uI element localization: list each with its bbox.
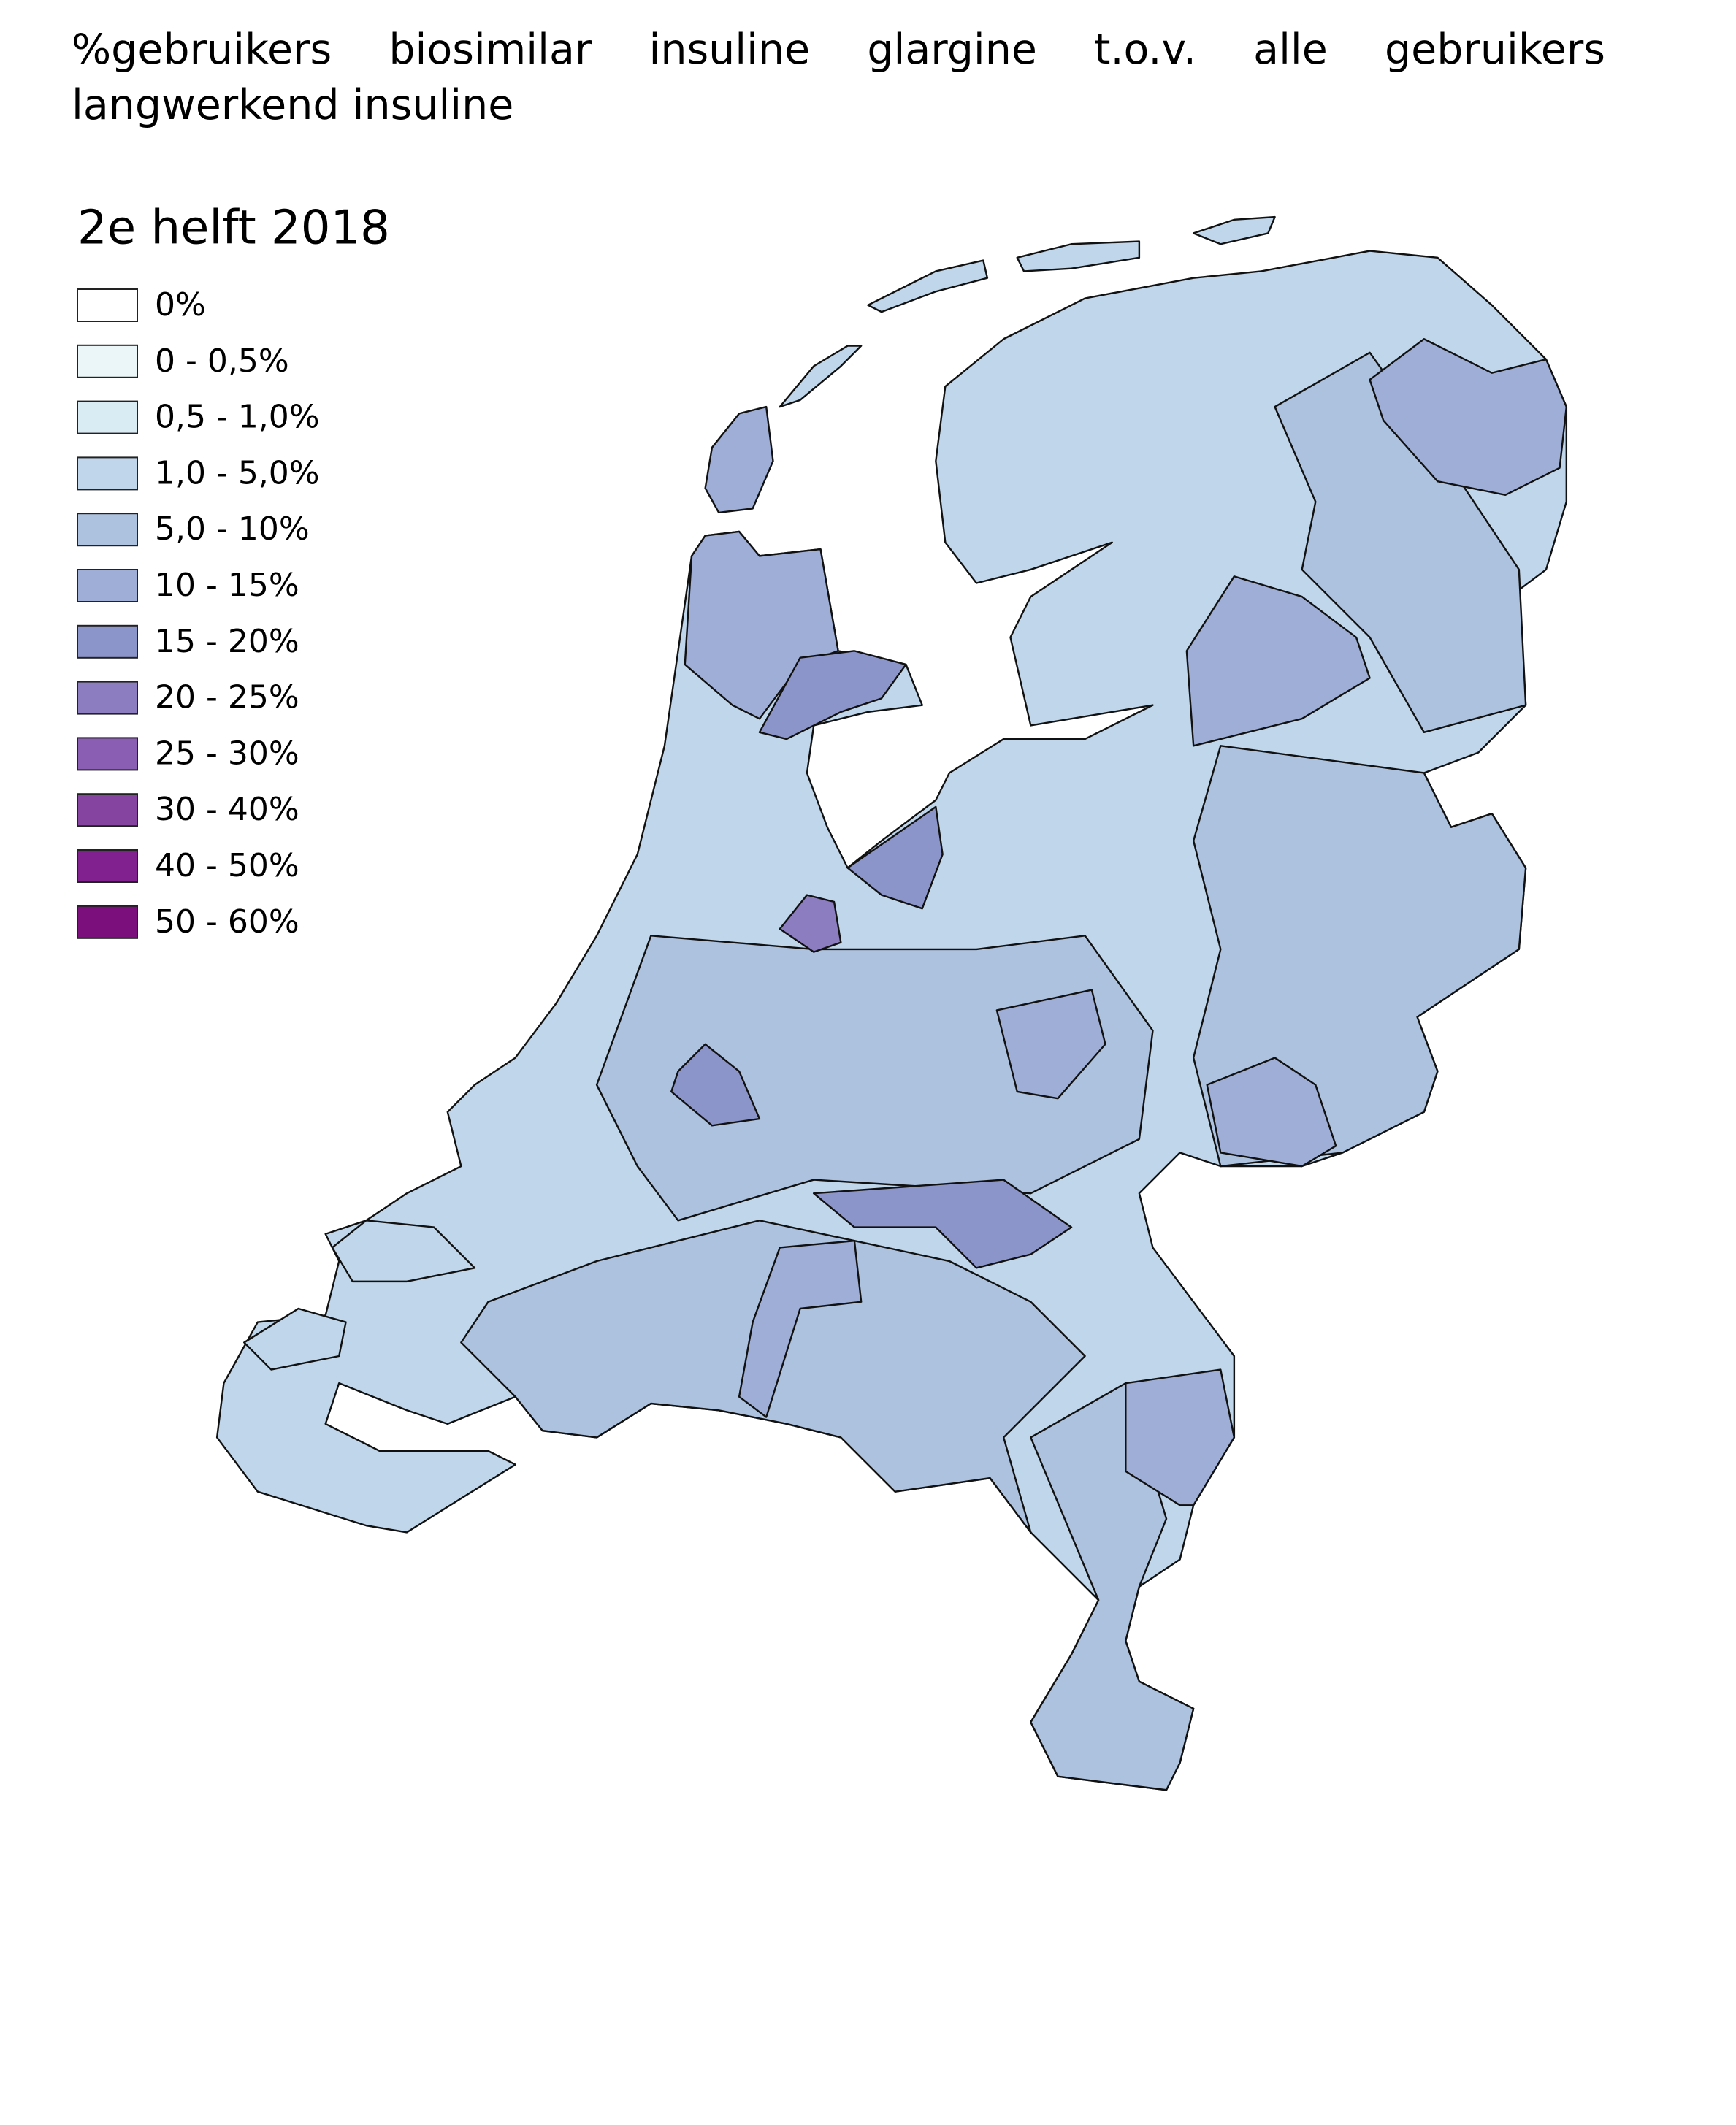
legend-label: 25 - 30% xyxy=(155,735,299,772)
region xyxy=(758,650,907,740)
region xyxy=(684,530,839,720)
island xyxy=(704,405,774,514)
legend-swatch xyxy=(77,849,138,883)
legend-label: 1,0 - 5,0% xyxy=(155,454,320,491)
region xyxy=(670,1043,761,1127)
legend-label: 0,5 - 1,0% xyxy=(155,399,320,436)
legend-swatch xyxy=(77,344,138,378)
legend-swatch xyxy=(77,737,138,771)
island xyxy=(1192,215,1276,245)
region xyxy=(1185,575,1371,747)
region xyxy=(738,1239,863,1418)
island xyxy=(243,1307,347,1371)
legend-label: 20 - 25% xyxy=(155,679,299,716)
island xyxy=(867,259,989,313)
legend-label: 30 - 40% xyxy=(155,791,299,828)
legend-swatch xyxy=(77,513,138,547)
legend-swatch xyxy=(77,624,138,659)
legend-swatch xyxy=(77,288,138,322)
legend-label: 15 - 20% xyxy=(155,623,299,660)
region xyxy=(812,1179,1073,1269)
legend-swatch xyxy=(77,456,138,491)
region xyxy=(779,894,842,953)
legend-title: 2e helft 2018 xyxy=(77,202,390,256)
island xyxy=(331,1220,476,1283)
legend-label: 0% xyxy=(155,286,206,323)
island xyxy=(779,345,863,408)
legend-label: 40 - 50% xyxy=(155,847,299,884)
region xyxy=(995,989,1106,1100)
legend-swatch xyxy=(77,681,138,715)
legend: 0% 0 - 0,5% 0,5 - 1,0% 1,0 - 5,0% 5,0 - 10% 1… xyxy=(77,286,320,941)
legend-label: 5,0 - 10% xyxy=(155,510,310,548)
map-title: %gebruikers biosimilar insuline glargine… xyxy=(72,26,1605,129)
region xyxy=(1206,1057,1337,1168)
legend-swatch xyxy=(77,905,138,939)
legend-swatch xyxy=(77,400,138,434)
legend-label: 50 - 60% xyxy=(155,903,299,941)
region xyxy=(1369,338,1568,497)
map-regions xyxy=(215,215,1568,1791)
legend-swatch xyxy=(77,793,138,827)
island xyxy=(1016,240,1141,272)
legend-label: 0 - 0,5% xyxy=(155,342,289,380)
legend-swatch xyxy=(77,569,138,602)
region xyxy=(1125,1368,1236,1506)
legend-label: 10 - 15% xyxy=(155,567,299,604)
region xyxy=(846,805,944,910)
